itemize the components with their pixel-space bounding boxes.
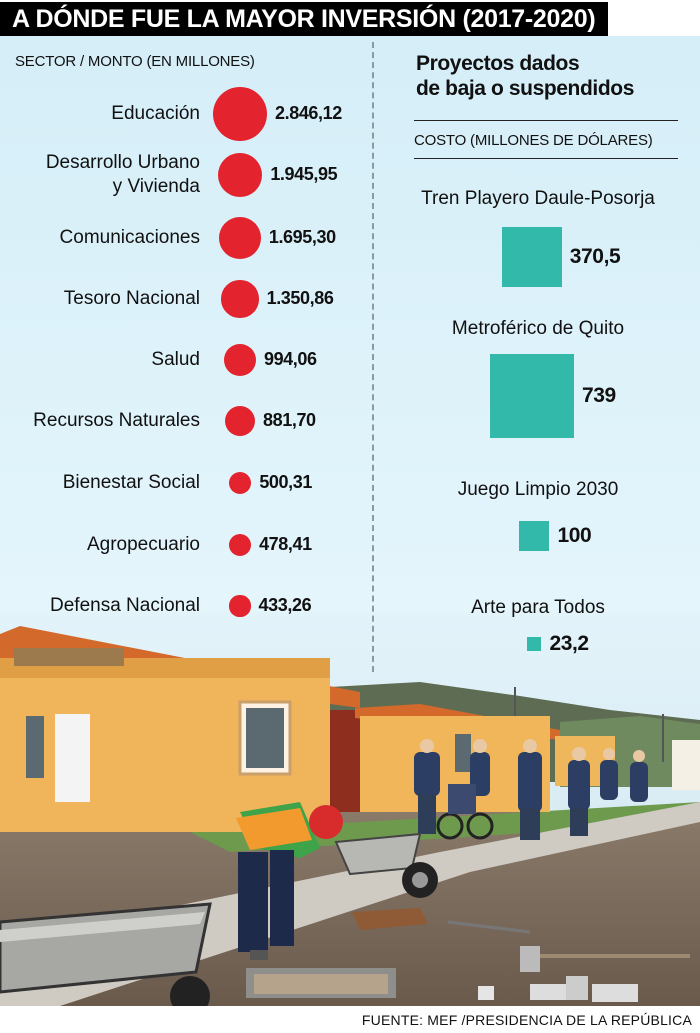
construction-photo-illustration [0, 612, 700, 1006]
sector-bubble [224, 405, 256, 437]
sector-value-label: 433,26 [258, 595, 312, 615]
sector-bubble [229, 595, 251, 617]
sector-value-label: 500,31 [259, 472, 312, 492]
column-divider [372, 42, 374, 672]
sector-value-label: 478,41 [259, 534, 312, 554]
sector-label: Desarrollo Urbano y Vivienda [46, 151, 200, 199]
sector-value-label: 1.945,95 [270, 164, 338, 184]
project-cost-square [502, 227, 562, 287]
sector-label-line: Agropecuario [86, 534, 200, 555]
project-cost-square [526, 636, 542, 652]
right-title-line-1: Proyectos dados [416, 52, 580, 75]
sector-label-line: Recursos Naturales [33, 410, 200, 431]
right-chart-subtitle: COSTO (MILLONES DE DÓLARES) [414, 132, 653, 149]
left-chart-subtitle: SECTOR / MONTO (EN MILLONES) [15, 53, 255, 70]
sector-label-line: Salud [151, 349, 200, 370]
title-bar: A DÓNDE FUE LA MAYOR INVERSIÓN (2017-202… [0, 0, 700, 36]
project-cost-square [490, 354, 574, 438]
right-title-line-2: de baja o suspendidos [416, 77, 634, 100]
project-label: Juego Limpio 2030 [457, 479, 619, 500]
project-value-label: 739 [582, 384, 616, 407]
sector-label: Tesoro Nacional [64, 287, 200, 311]
sector-label: Recursos Naturales [33, 409, 200, 433]
sector-value-label: 881,70 [263, 410, 316, 430]
project-label: Metroférico de Quito [451, 318, 625, 339]
sector-bubble [228, 471, 252, 495]
source-note: FUENTE: MEF /PRESIDENCIA DE LA REPÚBLICA [361, 1012, 692, 1028]
sector-label: Salud [151, 348, 200, 372]
sector-label-line: y Vivienda [112, 176, 200, 197]
sector-bubble [213, 87, 267, 141]
sector-label-line: Defensa Nacional [50, 595, 200, 616]
chart-panel [0, 36, 700, 676]
sector-label-line: Educación [111, 103, 200, 124]
sector-bubble [217, 152, 263, 198]
subtitle-rule-bottom [414, 158, 678, 159]
footer-bar: FUENTE: MEF /PRESIDENCIA DE LA REPÚBLICA [0, 1006, 700, 1033]
project-value-label: 100 [557, 524, 592, 547]
sector-bubble [221, 280, 259, 318]
chart-title: A DÓNDE FUE LA MAYOR INVERSIÓN (2017-202… [0, 2, 608, 36]
sector-value-label: 1.695,30 [268, 227, 336, 247]
sector-label-line: Tesoro Nacional [63, 288, 200, 309]
sector-label: Agropecuario [87, 533, 200, 557]
sector-value-label: 2.846,12 [275, 103, 342, 123]
sector-label-line: Desarrollo Urbano [45, 152, 200, 173]
sector-value-label: 1.350,86 [266, 288, 334, 308]
sector-label-line: Comunicaciones [59, 227, 200, 248]
sector-value-label: 994,06 [263, 349, 317, 369]
sector-label-line: Bienestar Social [62, 472, 200, 493]
sector-label: Bienestar Social [63, 471, 200, 495]
project-value-label: 370,5 [569, 245, 621, 268]
project-value-label: 23,2 [549, 632, 589, 655]
right-chart-title: Proyectos dados de baja o suspendidos [416, 51, 634, 101]
sector-bubble [228, 533, 252, 557]
project-label: Arte para Todos [471, 597, 605, 618]
sector-label: Defensa Nacional [50, 594, 200, 618]
project-label: Tren Playero Daule-Posorja [421, 188, 655, 209]
subtitle-rule-top [414, 120, 678, 121]
sector-label: Comunicaciones [60, 226, 200, 250]
sector-bubble [224, 344, 256, 376]
sector-label: Educación [111, 102, 200, 126]
sector-bubble [219, 217, 261, 259]
construction-photo [0, 612, 700, 1006]
project-cost-square [518, 520, 550, 552]
